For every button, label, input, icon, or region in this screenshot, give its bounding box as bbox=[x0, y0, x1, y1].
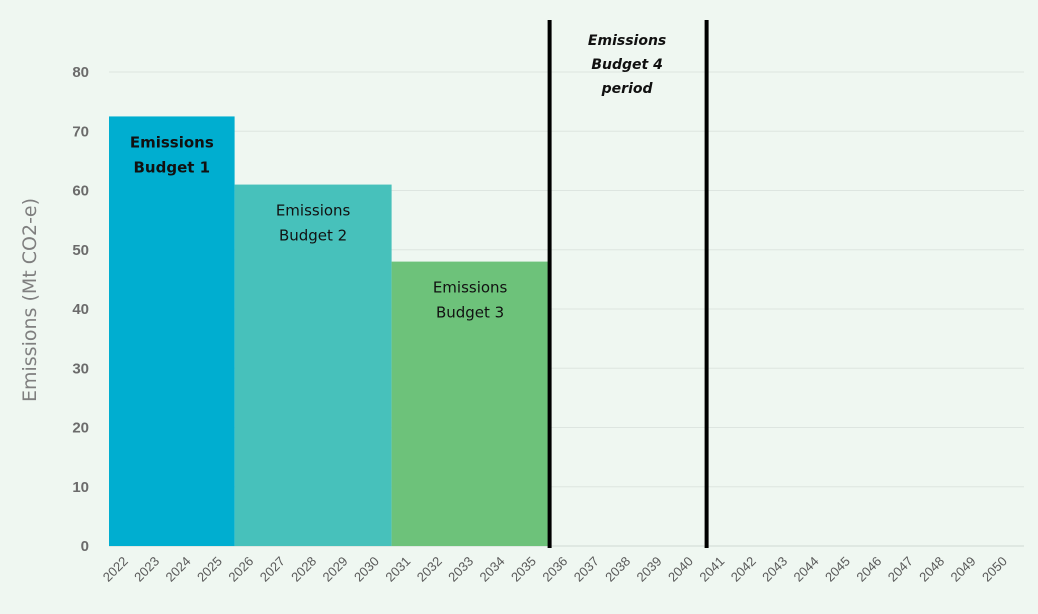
x-tick-label: 2043 bbox=[759, 554, 790, 585]
bar-labels: Emissions Budget 1 Emissions Budget 2 Emissi… bbox=[130, 33, 666, 322]
x-tick-label: 2033 bbox=[445, 554, 476, 585]
bar-label: Budget 3 bbox=[436, 304, 504, 322]
period-markers bbox=[547, 20, 709, 548]
x-tick-label: 2027 bbox=[257, 554, 288, 585]
x-tick-label: 2048 bbox=[916, 554, 947, 585]
bar-label: Budget 2 bbox=[279, 227, 347, 245]
bar-label: Budget 1 bbox=[134, 158, 211, 176]
x-tick-label: 2031 bbox=[382, 554, 413, 585]
y-tick-label: 20 bbox=[72, 420, 89, 437]
x-axis-ticks: 2022 2023 2024 2025 2026 2027 2028 2029 2030 2031… bbox=[100, 554, 1010, 585]
y-tick-label: 40 bbox=[72, 301, 89, 318]
bars bbox=[109, 116, 549, 546]
x-tick-label: 2038 bbox=[602, 554, 633, 585]
x-tick-label: 2044 bbox=[791, 554, 822, 585]
x-tick-label: 2040 bbox=[665, 554, 696, 585]
x-tick-label: 2045 bbox=[822, 554, 853, 585]
x-tick-label: 2026 bbox=[225, 554, 256, 585]
y-axis-title: Emissions (Mt CO2-e) bbox=[19, 198, 41, 402]
x-tick-label: 2030 bbox=[351, 554, 382, 585]
x-tick-label: 2039 bbox=[634, 554, 665, 585]
budget-bar-1 bbox=[109, 116, 235, 546]
budget-bar-2 bbox=[234, 184, 392, 546]
x-tick-label: 2042 bbox=[728, 554, 759, 585]
budget-4-annotation: period bbox=[601, 81, 654, 97]
x-tick-label: 2032 bbox=[414, 554, 445, 585]
x-tick-label: 2025 bbox=[194, 554, 225, 585]
budget-4-annotation: Budget 4 bbox=[591, 57, 662, 73]
y-tick-label: 30 bbox=[72, 360, 89, 377]
x-tick-label: 2041 bbox=[696, 554, 727, 585]
x-tick-label: 2046 bbox=[853, 554, 884, 585]
y-tick-label: 0 bbox=[81, 538, 89, 555]
x-tick-label: 2024 bbox=[163, 554, 194, 585]
y-tick-label: 70 bbox=[72, 123, 89, 140]
bar-label: Emissions bbox=[433, 279, 508, 297]
y-tick-label: 50 bbox=[72, 242, 89, 259]
x-tick-label: 2047 bbox=[885, 554, 916, 585]
x-tick-label: 2037 bbox=[571, 554, 602, 585]
x-tick-label: 2023 bbox=[131, 554, 162, 585]
x-tick-label: 2035 bbox=[508, 554, 539, 585]
y-tick-label: 60 bbox=[72, 183, 89, 200]
x-tick-label: 2034 bbox=[477, 554, 508, 585]
x-tick-label: 2036 bbox=[539, 554, 570, 585]
y-axis-ticks: 0 10 20 30 40 50 60 70 80 bbox=[72, 64, 89, 555]
y-tick-label: 10 bbox=[72, 479, 89, 496]
y-tick-label: 80 bbox=[72, 64, 89, 81]
x-tick-label: 2049 bbox=[948, 554, 979, 585]
bar-label: Emissions bbox=[276, 202, 351, 220]
x-tick-label: 2050 bbox=[979, 554, 1010, 585]
budget-4-annotation: Emissions bbox=[588, 33, 666, 49]
budget-bar-3 bbox=[391, 261, 549, 546]
x-tick-label: 2028 bbox=[288, 554, 319, 585]
x-tick-label: 2022 bbox=[100, 554, 131, 585]
x-tick-label: 2029 bbox=[320, 554, 351, 585]
bar-label: Emissions bbox=[130, 133, 214, 151]
